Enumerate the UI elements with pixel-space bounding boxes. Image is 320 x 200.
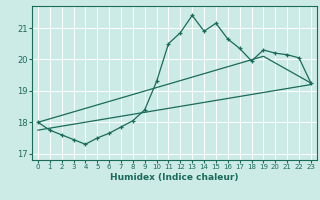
X-axis label: Humidex (Indice chaleur): Humidex (Indice chaleur)	[110, 173, 239, 182]
